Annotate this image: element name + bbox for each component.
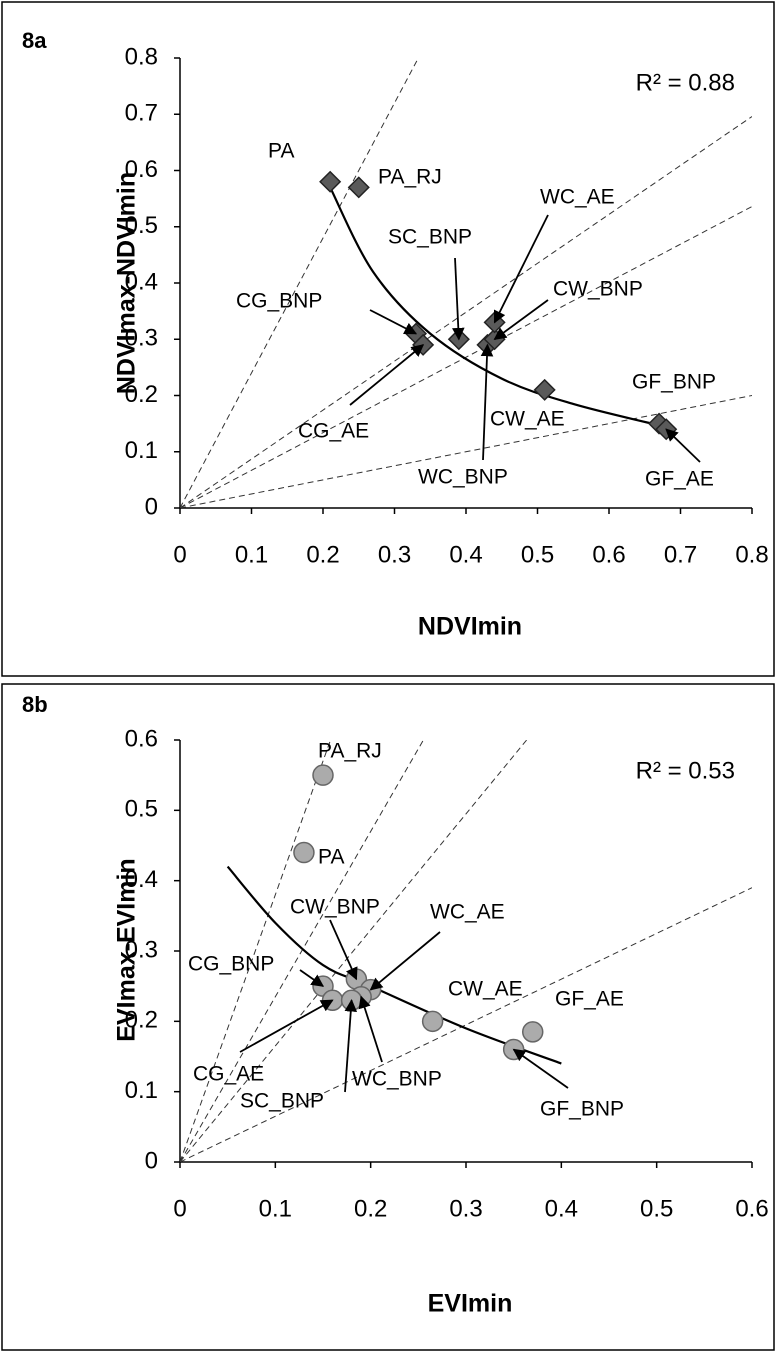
x-tick-label: 0.5 [521, 541, 554, 568]
point-label: SC_BNP [240, 1090, 324, 1113]
point-label: PA [268, 140, 294, 163]
point-label: CG_AE [193, 1063, 264, 1086]
x-tick-label: 0.7 [664, 541, 697, 568]
y-tick-label: 0.5 [125, 796, 158, 823]
y-axis-label: EVImax-EVImin [113, 858, 141, 1041]
label-arrow [349, 344, 425, 406]
reference-line [180, 395, 752, 508]
y-tick-label: 0.1 [125, 437, 158, 464]
panel-label: 8a [22, 28, 47, 53]
point-label: CW_BNP [553, 278, 643, 301]
panel-frame [1, 683, 775, 1351]
point-label: SC_BNP [388, 226, 472, 249]
reference-line [180, 206, 752, 508]
reference-line [180, 740, 424, 1162]
x-tick-label: 0.2 [354, 1195, 387, 1222]
label-arrow [452, 257, 465, 341]
y-tick-label: 0.8 [125, 43, 158, 70]
point-label: GF_BNP [540, 1098, 624, 1121]
y-tick-label: 0.6 [125, 156, 158, 183]
point-label: CG_BNP [236, 290, 322, 313]
point-label: WC_AE [430, 901, 505, 924]
point-label: CW_BNP [290, 896, 380, 919]
point-label: GF_BNP [632, 371, 716, 394]
x-tick-label: 0.5 [640, 1195, 673, 1222]
point-label: PA_RJ [318, 740, 382, 763]
x-tick-label: 0 [173, 541, 186, 568]
x-tick-label: 0.4 [449, 541, 482, 568]
point-label: PA [318, 846, 344, 869]
point [312, 764, 334, 786]
label-arrow [480, 343, 494, 461]
label-arrow [493, 214, 549, 324]
x-tick-label: 0.6 [592, 541, 625, 568]
panel-frame [1, 1, 775, 677]
label-arrow [344, 998, 358, 1093]
y-axis-label: NDVImax-NDVImin [113, 172, 141, 394]
label-arrow [665, 428, 701, 463]
annotation: R² = 0.88 [636, 69, 735, 96]
point-label: CW_AE [448, 978, 523, 1001]
label-arrow [369, 931, 441, 991]
label-arrow [493, 299, 549, 340]
trend-curve [329, 186, 667, 429]
x-tick-label: 0 [173, 1195, 186, 1222]
x-tick-label: 0.3 [378, 541, 411, 568]
reference-lines [180, 740, 752, 1162]
y-tick-label: 0.4 [125, 268, 158, 295]
y-tick-label: 0.4 [125, 866, 158, 893]
y-tick-label: 0 [145, 493, 158, 520]
x-axis-label: NDVImin [418, 613, 522, 641]
x-tick-label: 0.2 [306, 541, 339, 568]
point [319, 170, 342, 193]
y-tick-label: 0.1 [125, 1077, 158, 1104]
x-tick-label: 0.4 [545, 1195, 578, 1222]
reference-lines [180, 58, 752, 508]
point [347, 176, 370, 199]
point-label: GF_AE [555, 988, 624, 1011]
label-arrow [369, 309, 418, 335]
reference-line [180, 58, 419, 508]
y-tick-label: 0.2 [125, 1007, 158, 1034]
label-arrow [299, 969, 325, 987]
point-label: CW_AE [490, 408, 565, 431]
point-label: WC_BNP [418, 466, 508, 489]
y-tick-label: 0.5 [125, 212, 158, 239]
y-tick-label: 0.3 [125, 936, 158, 963]
point [421, 1010, 444, 1033]
x-tick-label: 0.1 [259, 1195, 292, 1222]
x-tick-label: 0.6 [735, 1195, 768, 1222]
y-tick-label: 0.3 [125, 325, 158, 352]
trend-curve [226, 865, 562, 1065]
x-tick-label: 0.3 [449, 1195, 482, 1222]
point-label: CG_BNP [188, 953, 274, 976]
reference-line [180, 116, 752, 508]
x-tick-label: 0.1 [235, 541, 268, 568]
point-label: GF_AE [645, 468, 714, 491]
label-arrow [358, 995, 383, 1063]
point [293, 841, 315, 864]
label-arrow [329, 919, 358, 981]
y-tick-label: 0.6 [125, 725, 158, 752]
point-label: PA_RJ [378, 166, 442, 189]
reference-line [180, 740, 332, 1162]
x-tick-label: 0.8 [735, 541, 768, 568]
y-tick-label: 0.2 [125, 381, 158, 408]
point [533, 378, 556, 401]
panel-label: 8b [22, 692, 48, 717]
annotation: R² = 0.53 [636, 757, 735, 784]
point-label: WC_BNP [352, 1068, 442, 1091]
label-arrow [512, 1048, 569, 1089]
label-arrow [239, 999, 334, 1053]
y-tick-label: 0 [145, 1147, 158, 1174]
x-axis-label: EVImin [428, 1290, 513, 1318]
point [521, 1021, 544, 1043]
reference-line [180, 887, 752, 1162]
reference-line [180, 740, 528, 1162]
point-label: CG_AE [298, 420, 369, 443]
point-label: WC_AE [540, 186, 615, 209]
y-tick-label: 0.7 [125, 100, 158, 127]
